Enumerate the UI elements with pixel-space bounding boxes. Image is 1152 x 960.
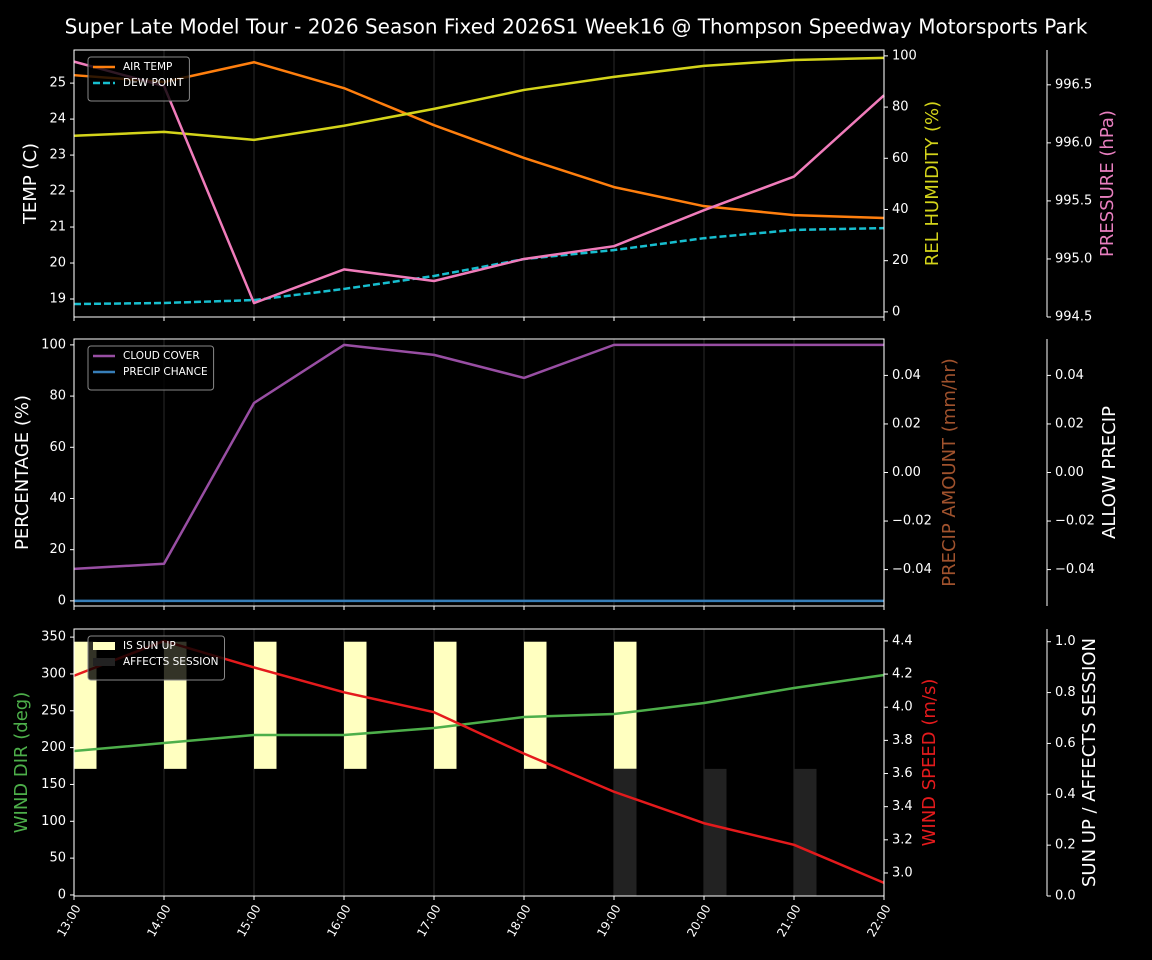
bar: [254, 641, 277, 769]
chart-title: Super Late Model Tour - 2026 Season Fixe…: [65, 15, 1088, 39]
y-tick-label: 300: [41, 666, 66, 681]
legend-label: AFFECTS SESSION: [123, 656, 219, 668]
y-tick-label: 19: [49, 292, 66, 307]
y-tick-label: 24: [49, 112, 66, 127]
y3-tick-label: 994.5: [1055, 310, 1092, 325]
legend: AIR TEMP DEW POINT: [87, 56, 190, 102]
y2-axis-label: WIND SPEED (m/s): [919, 679, 940, 847]
legend-label: AIR TEMP: [123, 61, 172, 73]
y-tick-label: 21: [49, 220, 66, 235]
legend-label: DEW POINT: [123, 77, 184, 89]
y3-tick-label: 0.00: [1055, 465, 1084, 480]
y3-tick-label: 995.5: [1055, 193, 1092, 208]
y2-tick-label: −0.02: [892, 514, 932, 529]
y2-tick-label: −0.04: [892, 562, 932, 577]
y-tick-label: 80: [49, 389, 66, 404]
line-series: [73, 673, 885, 753]
bar: [614, 768, 637, 896]
y2-tick-label: 80: [892, 100, 909, 115]
y3-tick-label: 996.0: [1055, 135, 1092, 150]
y3-axis-label: PRESSURE (hPa): [1097, 110, 1118, 257]
y-tick-label: 100: [41, 814, 66, 829]
y3-tick-label: 1.0: [1055, 634, 1076, 649]
y-axis-label: PERCENTAGE (%): [12, 395, 33, 550]
y-tick-label: 50: [49, 851, 66, 866]
y3-tick-label: 0.4: [1055, 787, 1076, 802]
y2-tick-label: 100: [892, 48, 917, 63]
y2-tick-label: 3.4: [892, 799, 913, 814]
plot-frame: [73, 338, 885, 607]
legend-label: PRECIP CHANCE: [123, 366, 208, 378]
y2-tick-label: 4.4: [892, 633, 913, 648]
line-series: [73, 343, 884, 571]
y3-tick-label: 995.0: [1055, 251, 1092, 266]
plot-frame: [73, 628, 885, 897]
legend-label: IS SUN UP: [123, 640, 176, 652]
y-axis-label: TEMP (C): [20, 143, 41, 225]
y-axis-label: WIND DIR (deg): [11, 692, 32, 834]
y2-axis-label: REL HUMIDITY (%): [922, 101, 943, 266]
y3-axis-label: ALLOW PRECIP: [1099, 406, 1120, 539]
y2-tick-label: 0.00: [892, 465, 921, 480]
y3-tick-label: 996.5: [1055, 77, 1092, 92]
y2-tick-label: 4.0: [892, 700, 913, 715]
legend-label: CLOUD COVER: [123, 350, 200, 362]
y-tick-label: 150: [41, 777, 66, 792]
y-tick-label: 200: [41, 740, 66, 755]
y-tick-label: 40: [49, 491, 66, 506]
y2-tick-label: 3.8: [892, 733, 913, 748]
y2-tick-label: 3.0: [892, 865, 913, 880]
legend: CLOUD COVER PRECIP CHANCE: [87, 345, 215, 391]
y-tick-label: 25: [49, 76, 66, 91]
bar: [794, 768, 817, 896]
y-tick-label: 22: [49, 184, 66, 199]
legend: IS SUN UP AFFECTS SESSION: [87, 635, 225, 681]
bar: [704, 768, 727, 896]
bar: [524, 641, 547, 769]
legend-box: [87, 345, 215, 391]
y2-tick-label: 0: [892, 304, 900, 319]
y3-tick-label: 0.2: [1055, 838, 1076, 853]
y2-tick-label: 60: [892, 151, 909, 166]
y3-tick-label: 0.04: [1055, 368, 1084, 383]
y2-tick-label: 20: [892, 253, 909, 268]
y-tick-label: 60: [49, 440, 66, 455]
legend-swatch: [93, 642, 115, 650]
y-tick-label: 23: [49, 148, 66, 163]
y3-axis-label: SUN UP / AFFECTS SESSION: [1079, 638, 1100, 887]
bar: [344, 641, 367, 769]
y-tick-label: 350: [41, 630, 66, 645]
y-tick-label: 20: [49, 542, 66, 557]
y-tick-label: 100: [41, 337, 66, 352]
y3-tick-label: −0.04: [1055, 562, 1095, 577]
legend-swatch: [93, 658, 115, 666]
y-tick-label: 250: [41, 703, 66, 718]
y-tick-label: 0: [58, 887, 66, 902]
y2-tick-label: 40: [892, 202, 909, 217]
y2-axis-label: PRECIP AMOUNT (mm/hr): [939, 358, 960, 587]
y3-tick-label: 0.6: [1055, 736, 1076, 751]
y-tick-label: 20: [49, 256, 66, 271]
y3-tick-label: 0.0: [1055, 889, 1076, 904]
line-series: [73, 56, 885, 142]
y2-tick-label: 3.2: [892, 832, 913, 847]
y2-tick-label: 4.2: [892, 667, 913, 682]
y2-tick-label: 3.6: [892, 766, 913, 781]
y3-tick-label: 0.02: [1055, 416, 1084, 431]
bar: [614, 641, 637, 769]
line-series: [73, 226, 885, 306]
line-series: [73, 60, 885, 220]
legend-box: [87, 635, 225, 681]
y-tick-label: 0: [58, 593, 66, 608]
y3-tick-label: −0.02: [1055, 514, 1095, 529]
y2-tick-label: 0.04: [892, 368, 921, 383]
line-series: [73, 60, 885, 305]
y3-tick-label: 0.8: [1055, 685, 1076, 700]
y2-tick-label: 0.02: [892, 416, 921, 431]
plot-frame: [73, 49, 885, 318]
bar: [434, 641, 457, 769]
